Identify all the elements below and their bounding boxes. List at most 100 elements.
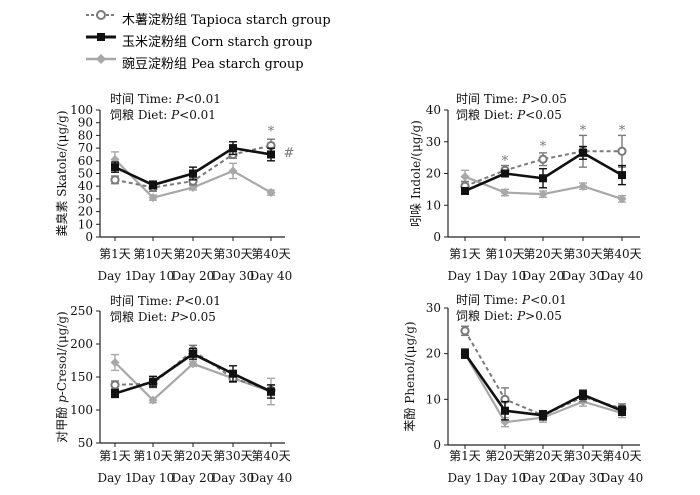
significance-mark: * (268, 125, 275, 140)
x-tick-label-cn: 第1天 (99, 449, 131, 463)
x-tick-label-cn: 第30天 (563, 449, 602, 463)
data-point-pea (228, 166, 238, 176)
x-tick-label-en: Day 1 (97, 269, 132, 283)
x-tick-label-en: Day 40 (601, 269, 644, 283)
series-corn (461, 348, 626, 421)
y-tick-label: 0 (433, 230, 441, 244)
x-tick-label-cn: 第20天 (523, 247, 562, 261)
series-pea (460, 169, 627, 204)
x-tick-label-en: Day 10 (132, 269, 175, 283)
series-tapioca (110, 138, 276, 193)
series-corn (111, 347, 275, 399)
y-tick-label: 10 (426, 198, 441, 212)
x-tick-label-en: Day 20 (172, 269, 215, 283)
y-tick-label: 20 (426, 167, 441, 181)
x-tick-label-cn: 第40天 (602, 449, 641, 463)
data-point-tapioca (538, 154, 548, 164)
stats-line: 时间 Time: P<0.01 (456, 293, 567, 307)
x-tick-label-en: Day 10 (484, 471, 527, 485)
data-point-corn (189, 169, 197, 178)
significance-mark: * (540, 140, 547, 155)
data-point-corn (111, 389, 119, 398)
x-tick-label-en: Day 10 (132, 471, 175, 485)
series-line-tapioca (464, 150, 622, 188)
data-point-corn (579, 148, 587, 157)
y-axis-label: 吲哚 Indole/(μg/g) (409, 120, 423, 227)
data-point-pea (148, 193, 158, 203)
stats-line: 时间 Time: P<0.01 (110, 92, 221, 106)
data-point-corn (229, 369, 237, 378)
series-corn (461, 145, 626, 195)
x-tick-label-cn: 第40天 (251, 247, 290, 261)
x-tick-label-en: Day 1 (447, 471, 482, 485)
x-tick-label-cn: 第20天 (523, 449, 562, 463)
series-line-tapioca (464, 330, 623, 417)
series-corn (111, 141, 275, 190)
x-tick-label-en: Day 1 (97, 471, 132, 485)
data-point-corn (229, 144, 237, 153)
data-point-pea (110, 357, 120, 367)
data-point-corn (149, 377, 157, 386)
x-tick-label-cn: 第1天 (99, 247, 131, 261)
y-tick-label: 30 (78, 192, 93, 206)
significance-mark: * (619, 124, 626, 139)
data-point-corn (539, 411, 547, 420)
data-point-corn (539, 174, 547, 183)
y-axis-label: 对甲酚 p-Cresol/(μg/g) (55, 311, 69, 442)
stats-line: 饲粮 Diet: P>0.05 (456, 308, 562, 323)
significance-mark: * (502, 154, 509, 169)
x-tick-label-cn: 第10天 (133, 449, 172, 463)
x-tick-label-en: Day 10 (484, 269, 527, 283)
x-tick-label-cn: 第20天 (173, 449, 212, 463)
data-point-corn (461, 349, 469, 358)
data-point-tapioca (110, 175, 120, 185)
y-tick-label: 100 (70, 103, 93, 117)
y-tick-label: 150 (70, 370, 93, 384)
y-tick-label: 10 (78, 217, 93, 231)
y-tick-label: 90 (78, 116, 93, 130)
data-point-corn (579, 390, 587, 399)
y-tick-label: 30 (426, 301, 441, 315)
y-tick-label: 0 (433, 438, 441, 452)
data-point-pea (538, 189, 548, 199)
y-tick-label: 100 (70, 403, 93, 417)
x-tick-label-cn: 第20天 (173, 247, 212, 261)
legend-marker-tapioca (86, 10, 116, 20)
data-point-pea (460, 172, 470, 182)
series-pea (110, 353, 276, 406)
legend-label-tapioca: 木薯淀粉组 Tapioca starch group (122, 13, 331, 28)
y-tick-label: 50 (78, 436, 93, 450)
data-point-pea (188, 359, 198, 369)
legend-marker-corn (86, 33, 116, 41)
y-tick-label: 40 (426, 103, 441, 117)
data-point-corn (189, 349, 197, 358)
x-tick-label-cn: 第30天 (213, 449, 252, 463)
x-tick-label-en: Day 30 (562, 471, 605, 485)
legend-label-corn: 玉米淀粉组 Corn starch group (122, 35, 313, 50)
x-tick-label-en: Day 40 (601, 471, 644, 485)
y-tick-label: 10 (426, 392, 441, 406)
y-tick-label: 70 (78, 141, 93, 155)
x-tick-label-en: Day 20 (522, 471, 565, 485)
data-point-corn (267, 150, 275, 159)
y-tick-label: 60 (78, 154, 93, 168)
x-tick-label-cn: 第1天 (449, 449, 481, 463)
x-tick-label-cn: 第30天 (563, 247, 602, 261)
data-point-pea (266, 188, 276, 198)
data-point-pea (617, 194, 627, 204)
data-point-corn (149, 180, 157, 189)
x-tick-label-en: Day 30 (562, 269, 605, 283)
x-tick-label-cn: 第20天 (485, 449, 524, 463)
y-axis-label: 粪臭素 Skatole/(μg/g) (54, 110, 69, 236)
data-point-tapioca (110, 380, 120, 390)
data-point-corn (618, 406, 626, 415)
data-point-pea (578, 181, 588, 191)
data-point-corn (111, 163, 119, 172)
x-tick-label-cn: 第30天 (213, 247, 252, 261)
x-tick-label-en: Day 20 (172, 471, 215, 485)
x-tick-label-en: Day 20 (522, 269, 565, 283)
